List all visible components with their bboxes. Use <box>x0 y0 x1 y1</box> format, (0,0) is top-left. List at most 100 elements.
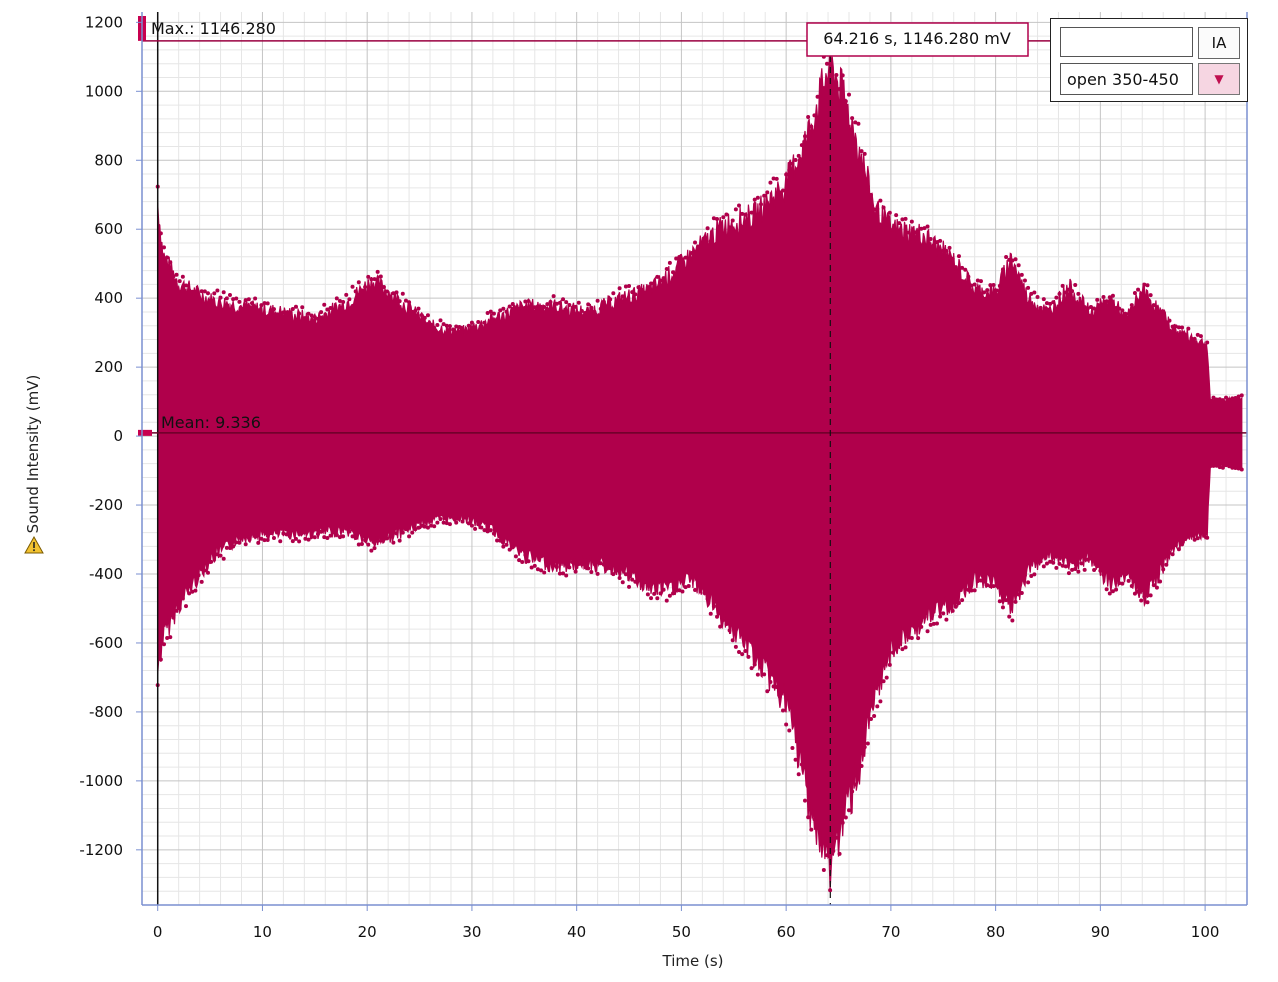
data-point <box>1154 585 1159 590</box>
data-point <box>850 116 855 121</box>
data-point <box>733 207 738 212</box>
data-point <box>1101 572 1106 577</box>
data-point <box>240 533 245 538</box>
data-point <box>796 772 801 777</box>
data-point <box>498 308 503 313</box>
data-point <box>944 617 949 622</box>
data-point <box>806 815 811 820</box>
data-point <box>919 624 924 629</box>
data-point <box>1000 605 1005 610</box>
data-point <box>1195 332 1200 337</box>
data-point <box>1224 463 1229 468</box>
data-point <box>482 320 487 325</box>
data-point <box>793 757 798 762</box>
data-point <box>671 270 676 275</box>
data-point <box>859 149 864 154</box>
data-point <box>897 221 902 226</box>
y-tick-label: 800 <box>94 151 123 169</box>
data-point <box>818 93 823 98</box>
data-point <box>1073 566 1078 571</box>
data-point <box>1139 291 1144 296</box>
data-point <box>658 591 663 596</box>
data-point <box>674 256 679 261</box>
data-point <box>460 326 465 331</box>
data-point <box>1076 569 1081 574</box>
data-point <box>234 540 239 545</box>
ia-button[interactable]: IA <box>1198 27 1240 59</box>
data-point <box>542 304 547 309</box>
data-point <box>586 566 591 571</box>
data-point <box>859 763 864 768</box>
data-point <box>1192 537 1197 542</box>
data-point <box>498 538 503 543</box>
data-point <box>1214 463 1219 468</box>
data-point <box>661 587 666 592</box>
data-point <box>705 226 710 231</box>
data-point <box>171 274 176 279</box>
run-name-select[interactable]: open 350-450 <box>1060 63 1193 95</box>
data-point <box>391 291 396 296</box>
data-point <box>928 236 933 241</box>
data-point <box>350 284 355 289</box>
data-point <box>337 535 342 540</box>
data-point <box>711 604 716 609</box>
data-point <box>444 323 449 328</box>
data-point <box>1013 599 1018 604</box>
data-point <box>218 295 223 300</box>
data-point <box>960 265 965 270</box>
data-point <box>369 548 374 553</box>
data-point <box>843 99 848 104</box>
data-point <box>539 568 544 573</box>
legend-name-field[interactable] <box>1060 27 1193 57</box>
data-point <box>623 284 628 289</box>
data-point <box>567 302 572 307</box>
data-point <box>1176 325 1181 330</box>
data-point <box>469 523 474 528</box>
color-dropdown-button[interactable]: ▼ <box>1198 63 1240 95</box>
data-point <box>479 324 484 329</box>
data-point <box>576 562 581 567</box>
data-point <box>473 325 478 330</box>
data-point <box>765 689 770 694</box>
data-point <box>234 296 239 301</box>
data-point <box>1107 591 1112 596</box>
data-point <box>796 153 801 158</box>
data-point <box>202 289 207 294</box>
data-point <box>928 622 933 627</box>
data-point <box>1088 304 1093 309</box>
data-point <box>215 552 220 557</box>
data-point <box>491 311 496 316</box>
data-point <box>1148 293 1153 298</box>
data-point <box>218 553 223 558</box>
data-point <box>249 301 254 306</box>
data-point <box>1044 561 1049 566</box>
data-point <box>934 240 939 245</box>
data-point <box>620 580 625 585</box>
data-point <box>947 606 952 611</box>
data-point <box>202 568 207 573</box>
data-point <box>1029 573 1034 578</box>
data-point <box>309 313 314 318</box>
data-point <box>319 529 324 534</box>
data-point <box>658 278 663 283</box>
data-point <box>1063 564 1068 569</box>
data-point <box>630 577 635 582</box>
data-point <box>994 288 999 293</box>
data-point <box>488 528 493 533</box>
data-point <box>627 584 632 589</box>
data-point <box>865 184 870 189</box>
data-point <box>699 585 704 590</box>
data-point <box>451 514 456 519</box>
data-point <box>306 311 311 316</box>
data-point <box>994 583 999 588</box>
data-point <box>853 782 858 787</box>
data-point <box>331 530 336 535</box>
data-point <box>1048 301 1053 306</box>
data-point <box>909 219 914 224</box>
data-point <box>1070 567 1075 572</box>
data-point <box>1139 598 1144 603</box>
data-point <box>661 276 666 281</box>
data-point <box>328 533 333 538</box>
data-point <box>532 305 537 310</box>
data-point <box>614 301 619 306</box>
